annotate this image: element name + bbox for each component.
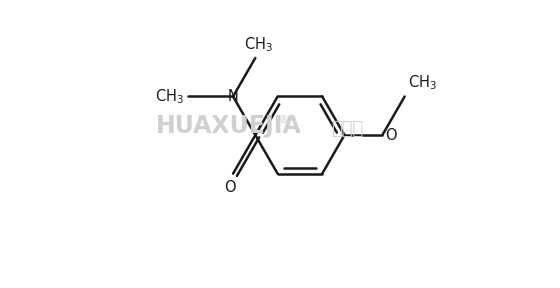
Text: 化学加: 化学加 (332, 120, 363, 138)
Text: HUAXUEJIA: HUAXUEJIA (156, 114, 301, 138)
Text: CH$_3$: CH$_3$ (244, 35, 273, 54)
Text: CH$_3$: CH$_3$ (155, 87, 184, 106)
Text: O: O (223, 180, 235, 195)
Text: N: N (227, 89, 239, 104)
Text: CH$_3$: CH$_3$ (408, 74, 437, 92)
Text: O: O (385, 128, 396, 143)
Text: ®: ® (279, 115, 289, 126)
